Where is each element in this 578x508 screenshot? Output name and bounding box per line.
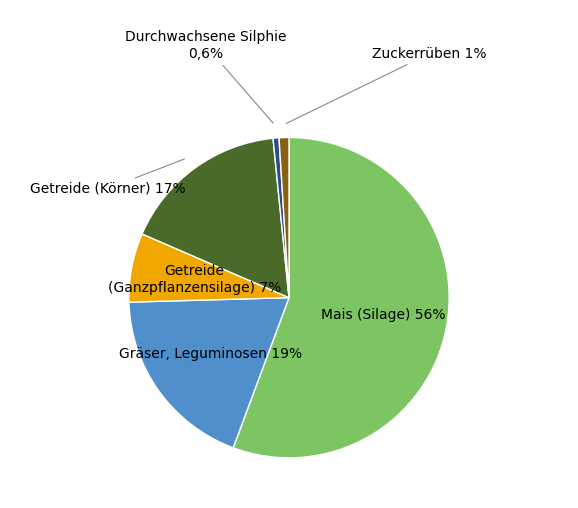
Wedge shape [129,298,289,448]
Wedge shape [129,234,289,302]
Wedge shape [273,138,289,298]
Text: Gräser, Leguminosen 19%: Gräser, Leguminosen 19% [119,346,302,361]
Text: Getreide
(Ganzpflanzensilage) 7%: Getreide (Ganzpflanzensilage) 7% [108,264,281,295]
Wedge shape [233,138,449,458]
Wedge shape [142,138,289,298]
Text: Getreide (Körner) 17%: Getreide (Körner) 17% [29,159,185,196]
Text: Durchwachsene Silphie
0,6%: Durchwachsene Silphie 0,6% [125,30,287,123]
Wedge shape [279,138,289,298]
Text: Mais (Silage) 56%: Mais (Silage) 56% [321,308,446,322]
Text: Zuckerrüben 1%: Zuckerrüben 1% [286,47,487,123]
